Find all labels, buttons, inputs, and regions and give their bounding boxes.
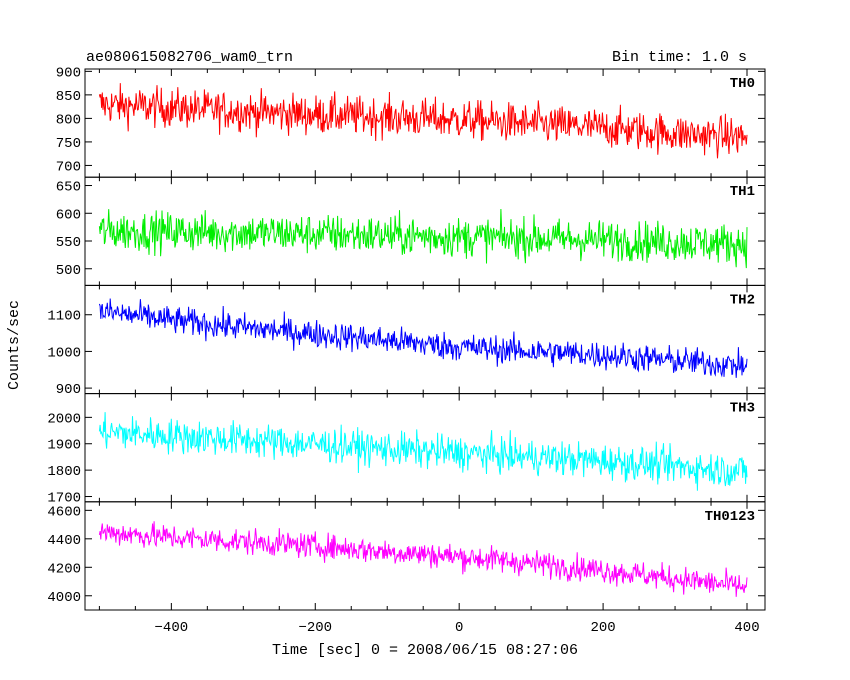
y-tick-label: 2000 — [47, 411, 81, 427]
chart-title: ae080615082706_wam0_trn — [86, 49, 293, 66]
y-tick-label: 500 — [56, 263, 81, 279]
y-tick-label: 850 — [56, 89, 81, 105]
y-tick-label: 1100 — [47, 309, 81, 325]
panel-label: TH1 — [730, 184, 755, 200]
series-line-th0 — [98, 83, 748, 159]
panel-th3: 1700 1800 1900 2000 TH3 — [47, 393, 766, 507]
y-tick-label: 1000 — [47, 345, 81, 361]
series-line-th1 — [98, 208, 748, 269]
y-tick-label: 1800 — [47, 464, 81, 480]
y-tick-label: 650 — [56, 180, 81, 196]
panel-frame — [84, 501, 766, 611]
x-tick-label: 0 — [455, 620, 463, 636]
x-tick-label: −400 — [155, 620, 189, 636]
x-tick-label: 200 — [590, 620, 615, 636]
x-tick-label: −200 — [298, 620, 332, 636]
y-tick-label: 700 — [56, 159, 81, 175]
bin-time-label: Bin time: 1.0 s — [612, 49, 747, 66]
y-tick-label: 1900 — [47, 438, 81, 454]
panel-th0: 700 750 800 850 900 TH0 — [56, 65, 766, 178]
panel-label: TH3 — [730, 401, 755, 417]
x-axis-label: Time [sec] 0 = 2008/06/15 08:27:06 — [272, 642, 578, 659]
x-tick-label: 400 — [734, 620, 759, 636]
y-tick-label: 4000 — [47, 590, 81, 606]
panels-layer: 700 750 800 850 900 TH0 500 550 600 650 TH1 900 1000… — [47, 65, 766, 636]
y-tick-label: 550 — [56, 235, 81, 251]
y-tick-label: 900 — [56, 382, 81, 398]
series-line-th3 — [98, 412, 748, 491]
panel-label: TH0 — [730, 76, 755, 92]
panel-th1: 500 550 600 650 TH1 — [56, 176, 766, 286]
y-tick-label: 4200 — [47, 561, 81, 577]
panel-frame — [84, 284, 766, 395]
y-tick-label: 4600 — [47, 504, 81, 520]
y-tick-label: 4400 — [47, 533, 81, 549]
panel-th2: 900 1000 1100 TH2 — [47, 284, 766, 398]
series-line-th0123 — [98, 521, 748, 597]
y-tick-label: 1700 — [47, 491, 81, 507]
panel-th0123: 4000 4200 4400 4600 TH0123 — [47, 501, 766, 611]
y-tick-label: 600 — [56, 207, 81, 223]
y-axis-label: Counts/sec — [6, 300, 23, 390]
y-tick-label: 800 — [56, 112, 81, 128]
y-tick-label: 900 — [56, 65, 81, 81]
y-tick-label: 750 — [56, 136, 81, 152]
panel-label: TH2 — [730, 292, 755, 308]
series-line-th2 — [98, 298, 748, 378]
panel-label: TH0123 — [705, 509, 755, 525]
